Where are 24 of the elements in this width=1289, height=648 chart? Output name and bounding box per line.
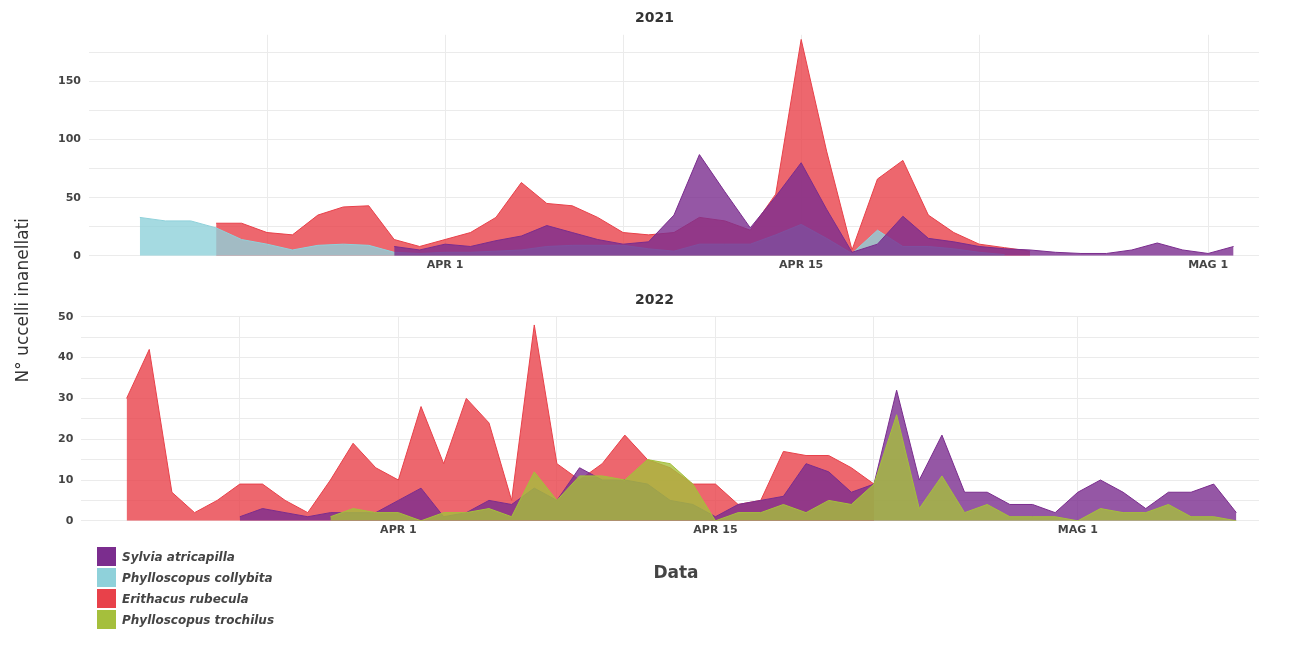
x-tick-label: MAG 1 [1188,258,1229,272]
y-tick-label: 150 [57,74,82,88]
legend-label: Erithacus rubecula [122,591,249,606]
x-tick-label: APR 15 [779,258,824,272]
y-tick-label: 10 [58,472,74,486]
legend-label: Sylvia atricapilla [122,549,235,564]
y-tick-label: 40 [58,350,74,364]
x-tick-label: MAG 1 [1057,523,1098,537]
legend-label: Phylloscopus collybita [122,570,273,585]
y-tick-label: 50 [58,309,74,323]
chart-title: 2021 [635,9,674,26]
chart-title: 2022 [635,291,674,308]
x-tick-label: APR 1 [426,258,464,272]
y-tick-label: 0 [65,513,74,527]
x-axis-title: Data [653,562,699,582]
y-axis-title: N° uccelli inanellati [12,217,32,383]
y-tick-label: 0 [73,248,82,262]
x-tick-label: APR 15 [693,523,738,537]
y-tick-label: 100 [57,132,82,146]
legend-label: Phylloscopus trochilus [122,612,275,627]
y-tick-label: 30 [58,391,74,405]
y-tick-label: 50 [65,190,82,204]
y-tick-label: 20 [58,432,74,446]
x-tick-label: APR 1 [380,523,417,537]
